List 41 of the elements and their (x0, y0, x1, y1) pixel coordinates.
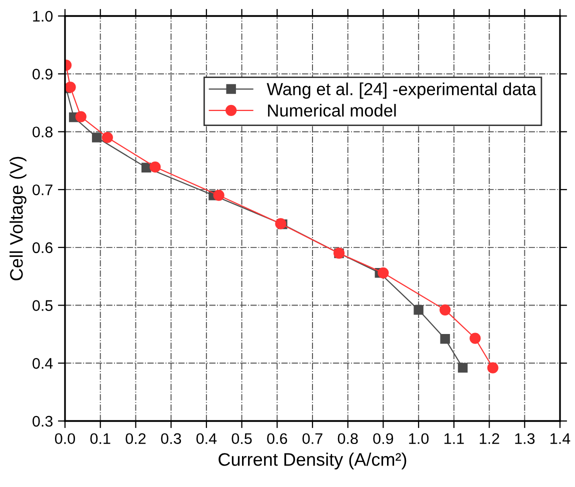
point (470, 332, 481, 344)
x-tick-label: 0.0 (54, 433, 76, 444)
x-tick-label: 0.9 (373, 433, 394, 444)
x-tick-label: 0.6 (267, 433, 288, 444)
point (102, 132, 113, 144)
x-tick-label: 1.4 (550, 433, 570, 444)
y-tick-label: 1.0 (33, 10, 53, 22)
point (440, 304, 451, 316)
x-tick-label: 1.2 (480, 433, 500, 444)
x-axis-title: Current Density (A/cm²) (218, 452, 406, 470)
point (75, 111, 86, 122)
x-tick-label: 0.2 (126, 433, 146, 444)
y-tick-label: 0.7 (32, 184, 52, 196)
y-tick-label: 0.4 (32, 358, 53, 369)
x-tick-label: 0.7 (302, 433, 322, 444)
point (141, 162, 152, 172)
x-tick-label: 0.8 (338, 433, 358, 444)
point (213, 190, 224, 201)
point (458, 362, 468, 373)
point (440, 334, 450, 344)
x-tick-label: 0.3 (161, 433, 182, 444)
x-tick-label: 1.3 (515, 433, 535, 444)
legend-label: Numerical model (268, 104, 396, 117)
y-tick-label: 0.6 (32, 242, 53, 254)
point (487, 362, 498, 374)
x-tick-label: 1.0 (409, 433, 429, 444)
y-tick-label: 0.8 (32, 126, 53, 138)
point (92, 132, 102, 142)
x-tick-label: 0.4 (196, 433, 217, 444)
x-tick-label: 0.1 (90, 433, 110, 444)
y-tick-label: 0.3 (32, 416, 53, 427)
y-tick-label: 0.9 (32, 68, 52, 80)
point (150, 161, 161, 173)
point (414, 305, 424, 315)
legend-label: Wang et al. [24] -experimental data (266, 82, 536, 99)
x-tick-label: 0.5 (232, 433, 252, 444)
point (378, 267, 389, 278)
x-tick-label: 1.1 (444, 433, 464, 444)
y-axis-title: Cell Voltage (V) (10, 156, 26, 280)
y-tick-label: 0.5 (32, 300, 53, 311)
point (275, 218, 286, 230)
